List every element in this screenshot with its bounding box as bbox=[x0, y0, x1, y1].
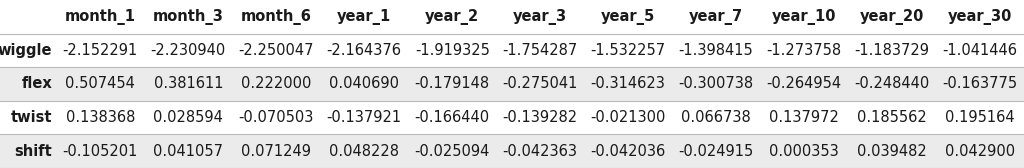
Text: 0.041057: 0.041057 bbox=[154, 144, 223, 159]
Text: shift: shift bbox=[14, 144, 52, 159]
Text: 0.138368: 0.138368 bbox=[66, 110, 135, 125]
Text: year_30: year_30 bbox=[948, 9, 1012, 25]
Text: -1.273758: -1.273758 bbox=[767, 43, 842, 58]
Text: 0.028594: 0.028594 bbox=[154, 110, 223, 125]
Text: -0.025094: -0.025094 bbox=[415, 144, 489, 159]
Text: -0.275041: -0.275041 bbox=[503, 76, 578, 92]
Text: -0.024915: -0.024915 bbox=[679, 144, 754, 159]
Text: year_2: year_2 bbox=[425, 9, 479, 25]
Text: -0.300738: -0.300738 bbox=[679, 76, 754, 92]
Text: -1.919325: -1.919325 bbox=[415, 43, 489, 58]
Text: -2.230940: -2.230940 bbox=[151, 43, 226, 58]
Text: year_20: year_20 bbox=[860, 9, 925, 25]
Text: -0.137921: -0.137921 bbox=[327, 110, 401, 125]
Text: wiggle: wiggle bbox=[0, 43, 52, 58]
Text: year_10: year_10 bbox=[772, 9, 837, 25]
Text: 0.195164: 0.195164 bbox=[945, 110, 1015, 125]
Text: 0.039482: 0.039482 bbox=[857, 144, 927, 159]
Text: -0.139282: -0.139282 bbox=[503, 110, 578, 125]
Text: month_1: month_1 bbox=[65, 9, 136, 25]
Text: year_5: year_5 bbox=[601, 9, 655, 25]
Text: twist: twist bbox=[10, 110, 52, 125]
Text: -0.314623: -0.314623 bbox=[591, 76, 666, 92]
Text: -1.754287: -1.754287 bbox=[503, 43, 578, 58]
Text: -0.070503: -0.070503 bbox=[239, 110, 314, 125]
Text: 0.048228: 0.048228 bbox=[330, 144, 399, 159]
Text: 0.185562: 0.185562 bbox=[857, 110, 927, 125]
Text: -1.532257: -1.532257 bbox=[591, 43, 666, 58]
Text: -2.152291: -2.152291 bbox=[62, 43, 138, 58]
Text: year_1: year_1 bbox=[337, 9, 391, 25]
Text: month_6: month_6 bbox=[241, 9, 311, 25]
Bar bbox=[0, 101, 1024, 134]
Text: 0.066738: 0.066738 bbox=[681, 110, 751, 125]
Text: -0.105201: -0.105201 bbox=[62, 144, 138, 159]
Text: year_7: year_7 bbox=[689, 9, 743, 25]
Text: 0.222000: 0.222000 bbox=[241, 76, 311, 92]
Text: -0.179148: -0.179148 bbox=[415, 76, 489, 92]
Text: 0.000353: 0.000353 bbox=[769, 144, 839, 159]
Text: -1.183729: -1.183729 bbox=[855, 43, 930, 58]
Bar bbox=[0, 0, 1024, 34]
Text: -0.021300: -0.021300 bbox=[591, 110, 666, 125]
Bar bbox=[0, 134, 1024, 168]
Text: -0.163775: -0.163775 bbox=[942, 76, 1018, 92]
Bar bbox=[0, 67, 1024, 101]
Text: 0.040690: 0.040690 bbox=[330, 76, 399, 92]
Text: -0.042036: -0.042036 bbox=[591, 144, 666, 159]
Text: -0.248440: -0.248440 bbox=[854, 76, 930, 92]
Text: 0.507454: 0.507454 bbox=[66, 76, 135, 92]
Text: -0.264954: -0.264954 bbox=[767, 76, 842, 92]
Text: -0.166440: -0.166440 bbox=[415, 110, 489, 125]
Text: -0.042363: -0.042363 bbox=[503, 144, 578, 159]
Text: -2.164376: -2.164376 bbox=[327, 43, 401, 58]
Text: -2.250047: -2.250047 bbox=[239, 43, 314, 58]
Text: 0.381611: 0.381611 bbox=[154, 76, 223, 92]
Text: -1.041446: -1.041446 bbox=[942, 43, 1018, 58]
Text: 0.137972: 0.137972 bbox=[769, 110, 839, 125]
Text: -1.398415: -1.398415 bbox=[679, 43, 754, 58]
Text: 0.071249: 0.071249 bbox=[242, 144, 311, 159]
Text: 0.042900: 0.042900 bbox=[945, 144, 1015, 159]
Bar bbox=[0, 34, 1024, 67]
Text: month_3: month_3 bbox=[153, 9, 223, 25]
Text: flex: flex bbox=[22, 76, 52, 92]
Text: year_3: year_3 bbox=[513, 9, 567, 25]
